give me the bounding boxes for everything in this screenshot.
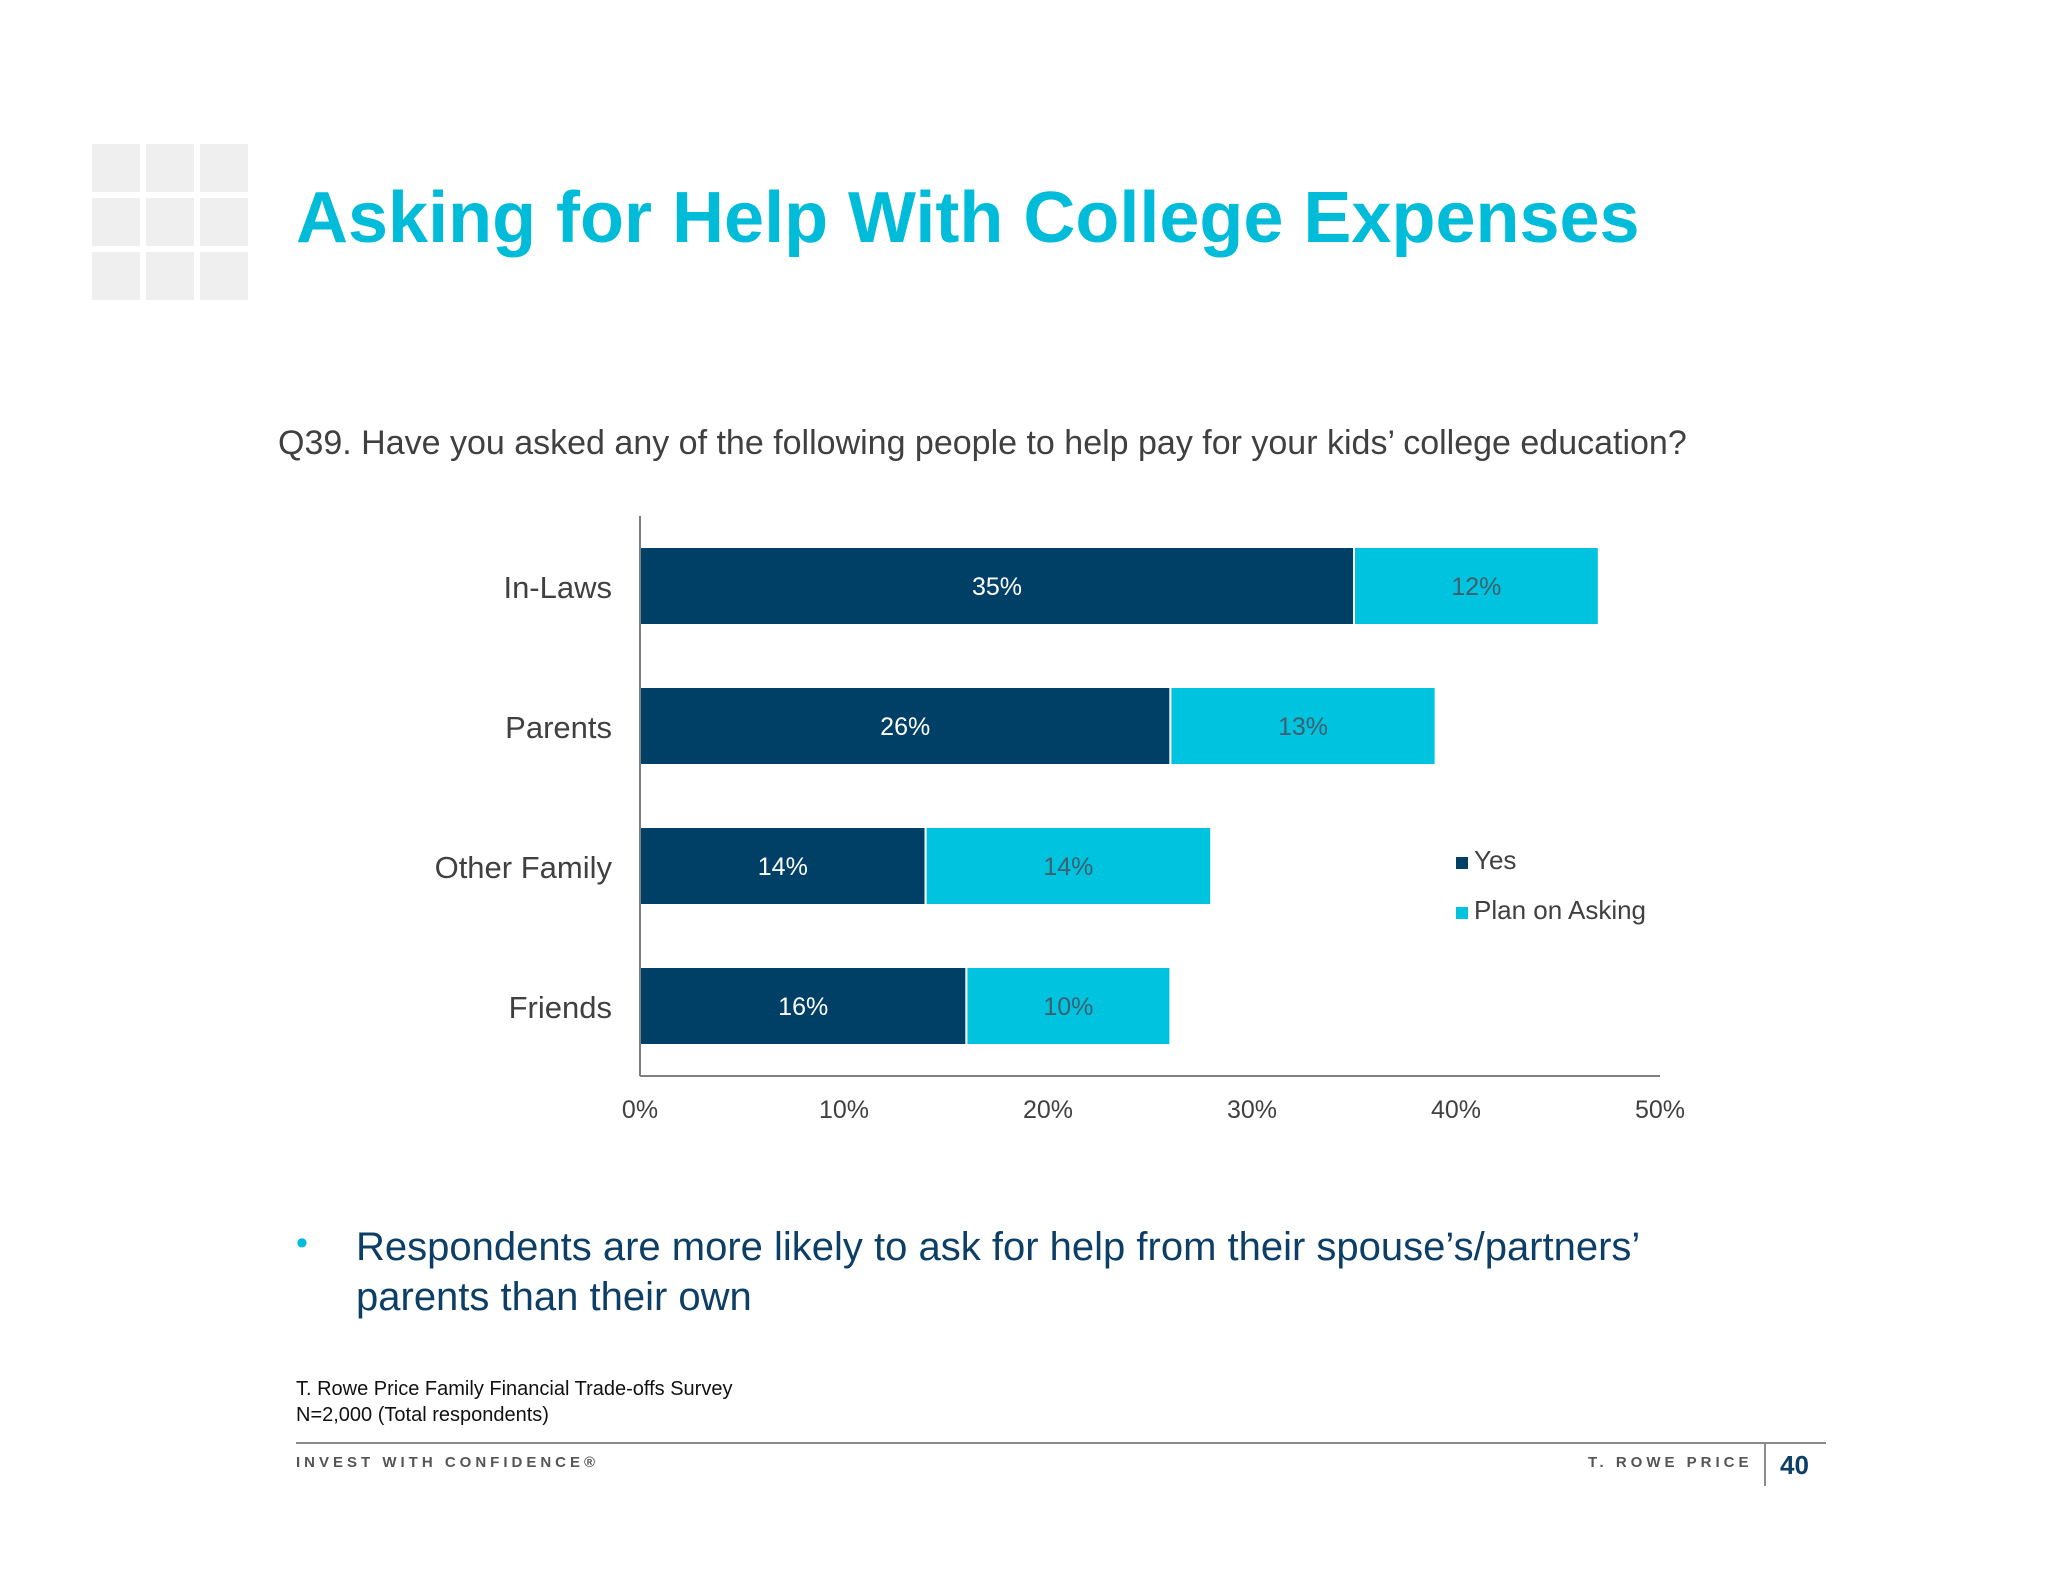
data-label: 10% (1043, 993, 1093, 1021)
x-tick-label: 50% (1635, 1096, 1685, 1124)
bar-segment (639, 686, 1172, 766)
x-tick-label: 10% (819, 1096, 869, 1124)
legend-swatch (1456, 857, 1468, 869)
category-label: Parents (505, 710, 612, 745)
data-label: 14% (1043, 853, 1093, 881)
footer-divider (296, 1442, 1826, 1444)
legend-label: Yes (1474, 845, 1516, 875)
bar-segment (639, 966, 968, 1046)
data-label: 12% (1451, 573, 1501, 601)
x-tick-label: 40% (1431, 1096, 1481, 1124)
data-label: 35% (972, 573, 1022, 601)
footer-separator (1764, 1444, 1766, 1486)
bullet-text: Respondents are more likely to ask for h… (356, 1225, 1639, 1319)
source-note: T. Rowe Price Family Financial Trade-off… (296, 1376, 732, 1428)
survey-question: Q39. Have you asked any of the following… (278, 424, 1687, 462)
source-survey: T. Rowe Price Family Financial Trade-off… (296, 1378, 733, 1400)
x-tick-label: 0% (622, 1096, 658, 1124)
bar-segment (639, 546, 1355, 626)
category-label: Friends (509, 990, 612, 1025)
footer-brand: T. ROWE PRICE (1588, 1454, 1753, 1471)
legend-label: Plan on Asking (1474, 895, 1646, 925)
data-label: 26% (880, 713, 930, 741)
source-sample-size: N=2,000 (Total respondents) (296, 1404, 549, 1426)
bar-segment (639, 826, 927, 906)
bar-segment (1169, 686, 1437, 766)
footer-tagline: INVEST WITH CONFIDENCE® (296, 1454, 600, 1471)
bullet-dot: • (296, 1224, 308, 1262)
data-label: 14% (758, 853, 808, 881)
category-label: In-Laws (503, 570, 612, 605)
x-tick-label: 30% (1227, 1096, 1277, 1124)
bar-segment (1353, 546, 1600, 626)
decorative-grid-logo (92, 144, 248, 300)
page-number: 40 (1780, 1450, 1809, 1480)
slide-title: Asking for Help With College Expenses (296, 178, 1640, 258)
legend-swatch (1456, 907, 1468, 919)
category-label: Other Family (435, 850, 613, 885)
data-label: 16% (778, 993, 828, 1021)
x-tick-label: 20% (1023, 1096, 1073, 1124)
data-label: 13% (1278, 713, 1328, 741)
bar-segment (924, 826, 1213, 906)
bar-segment (965, 966, 1172, 1046)
